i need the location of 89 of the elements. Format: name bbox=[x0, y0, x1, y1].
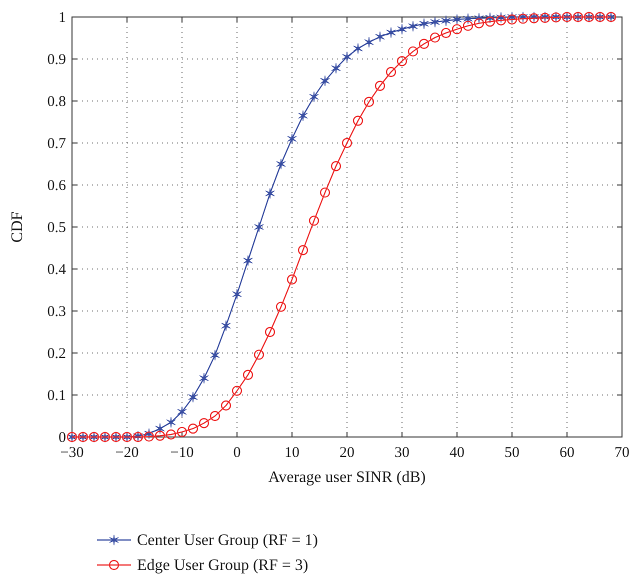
point bbox=[144, 431, 154, 442]
y-tick-label: 0.5 bbox=[47, 220, 66, 236]
point bbox=[397, 24, 407, 34]
point bbox=[276, 158, 286, 170]
point bbox=[430, 16, 440, 28]
y-tick-label: 0 bbox=[58, 430, 66, 446]
point bbox=[298, 245, 308, 256]
point bbox=[177, 406, 187, 418]
point bbox=[342, 52, 352, 62]
y-tick-label: 0.2 bbox=[47, 346, 66, 362]
point bbox=[408, 46, 418, 57]
point bbox=[254, 222, 264, 232]
x-tick-label: 40 bbox=[450, 445, 464, 461]
point bbox=[364, 36, 374, 48]
point bbox=[210, 350, 220, 360]
y-tick-label: 0.8 bbox=[47, 94, 66, 110]
point bbox=[484, 16, 496, 27]
point bbox=[364, 96, 374, 107]
point bbox=[154, 430, 166, 441]
point bbox=[463, 13, 473, 24]
x-axis-title: Average user SINR (dB) bbox=[268, 469, 426, 486]
point bbox=[396, 56, 408, 66]
point bbox=[309, 92, 319, 102]
point bbox=[496, 15, 506, 26]
point bbox=[441, 15, 451, 26]
point bbox=[452, 24, 462, 34]
point bbox=[506, 14, 518, 25]
point bbox=[330, 161, 342, 172]
point bbox=[232, 386, 242, 396]
point bbox=[320, 187, 330, 198]
x-tick-label: 0 bbox=[233, 445, 241, 461]
x-tick-label: 70 bbox=[614, 445, 630, 461]
y-tick-label: 0.9 bbox=[47, 52, 66, 68]
point bbox=[221, 320, 231, 331]
point bbox=[264, 326, 276, 338]
point bbox=[408, 20, 418, 32]
x-tick-label: 60 bbox=[560, 445, 574, 461]
point bbox=[286, 274, 298, 285]
point bbox=[308, 216, 320, 226]
point bbox=[243, 255, 253, 266]
x-tick-label: 30 bbox=[394, 445, 410, 461]
point bbox=[265, 188, 275, 199]
x-tick-label: −20 bbox=[115, 445, 139, 461]
point bbox=[220, 400, 232, 411]
point bbox=[320, 76, 330, 86]
y-tick-label: 1 bbox=[58, 10, 66, 26]
y-tick-label: 0.6 bbox=[47, 178, 66, 194]
point bbox=[352, 116, 364, 126]
point bbox=[199, 372, 209, 384]
x-tick-label: −30 bbox=[60, 445, 84, 461]
point bbox=[298, 110, 308, 121]
point bbox=[342, 138, 352, 148]
point bbox=[210, 410, 220, 422]
point bbox=[452, 14, 462, 25]
point bbox=[386, 27, 396, 38]
legend-label: Edge User Group (RF = 3) bbox=[137, 557, 308, 574]
point bbox=[242, 370, 254, 380]
point bbox=[430, 32, 440, 43]
point bbox=[353, 43, 363, 54]
point bbox=[287, 134, 297, 144]
point bbox=[176, 426, 188, 438]
point bbox=[331, 62, 341, 74]
point bbox=[375, 31, 385, 42]
y-tick-label: 0.7 bbox=[47, 136, 66, 152]
y-tick-label: 0.3 bbox=[47, 304, 66, 320]
point bbox=[276, 302, 286, 312]
legend-label: Center User Group (RF = 1) bbox=[137, 532, 318, 549]
point bbox=[418, 38, 430, 49]
y-tick-label: 0.4 bbox=[47, 262, 66, 278]
point bbox=[440, 28, 452, 38]
point bbox=[374, 80, 386, 91]
x-tick-label: 50 bbox=[504, 445, 520, 461]
point bbox=[166, 417, 176, 428]
point bbox=[166, 429, 176, 440]
x-tick-label: 20 bbox=[340, 445, 354, 461]
x-tick-label: −10 bbox=[170, 445, 194, 461]
y-tick-label: 0.1 bbox=[47, 388, 66, 404]
x-tick-label: 10 bbox=[284, 445, 300, 461]
point bbox=[232, 288, 242, 300]
y-axis-title: CDF bbox=[9, 211, 26, 243]
point bbox=[254, 350, 264, 360]
point bbox=[462, 20, 474, 31]
point bbox=[198, 418, 210, 428]
point bbox=[155, 423, 165, 434]
point bbox=[386, 66, 396, 78]
point bbox=[188, 424, 198, 434]
point bbox=[474, 18, 484, 28]
point bbox=[419, 18, 429, 30]
point bbox=[188, 392, 198, 402]
